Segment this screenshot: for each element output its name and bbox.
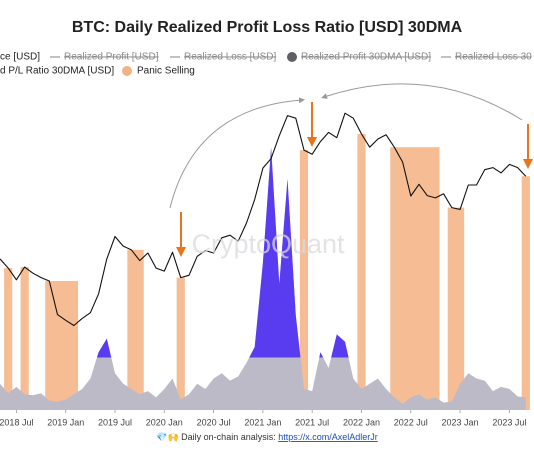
panic-selling-band	[20, 267, 29, 410]
x-tick-label: 2023 Jul	[492, 417, 526, 427]
ratio-highlight	[96, 147, 349, 358]
x-tick-label: 2019 Jan	[47, 417, 84, 427]
panic-selling-band	[521, 176, 530, 410]
footer-link[interactable]: https://x.com/AxelAdlerJr	[278, 432, 378, 442]
price-line	[0, 112, 527, 327]
legend-label[interactable]: Realized Loss [USD]	[184, 52, 276, 63]
x-tick-label: 2019 Jul	[98, 417, 132, 427]
curved-arrow	[321, 83, 523, 121]
panic-selling-band	[390, 147, 440, 410]
x-axis: 2018 Jul 2019 Jan 2019 Jul 2020 Jan 2020 Jul…	[0, 410, 526, 427]
x-tick-label: 2022 Jul	[394, 417, 428, 427]
watermark: CryptoQuant	[191, 229, 345, 259]
legend-label[interactable]: Realized Profit 30DMA [USD]	[301, 52, 431, 63]
legend: ce [USD] Realized Profit [USD] Realized …	[0, 52, 532, 77]
x-tick-label: 2022 Jan	[343, 417, 380, 427]
panic-selling-band	[127, 249, 144, 410]
legend-label[interactable]: Realized Profit [USD]	[64, 52, 159, 63]
x-tick-label: 2020 Jul	[197, 417, 231, 427]
x-tick-label: 2021 Jan	[244, 417, 281, 427]
plot-area	[0, 112, 530, 410]
panic-selling-band	[45, 280, 79, 410]
footer-text: Daily on-chain analysis:	[181, 432, 278, 442]
legend-label[interactable]: Panic Selling	[137, 66, 195, 77]
legend-label: ce [USD]	[0, 52, 40, 63]
legend-label[interactable]: Realized Loss 30	[455, 52, 532, 63]
annotations	[169, 83, 533, 257]
panic-selling-band	[447, 207, 465, 410]
curved-arrow	[169, 97, 305, 209]
chart-title: BTC: Daily Realized Profit Loss Ratio [U…	[72, 19, 463, 36]
footer: 💎🙌 Daily on-chain analysis: https://x.co…	[156, 432, 378, 442]
legend-marker	[287, 52, 297, 62]
panic-selling-band	[299, 150, 309, 410]
panic-selling-band	[4, 268, 13, 410]
panic-selling-band	[357, 134, 366, 410]
x-tick-label: 2023 Jan	[442, 417, 479, 427]
legend-marker	[122, 66, 132, 76]
panic-selling-band	[176, 277, 185, 410]
footer-icon: 💎🙌	[156, 432, 178, 442]
legend-label[interactable]: d P/L Ratio 30DMA [USD]	[0, 66, 114, 77]
x-tick-label: 2020 Jan	[146, 417, 183, 427]
x-tick-label: 2018 Jul	[0, 417, 33, 427]
x-tick-label: 2021 Jul	[295, 417, 329, 427]
